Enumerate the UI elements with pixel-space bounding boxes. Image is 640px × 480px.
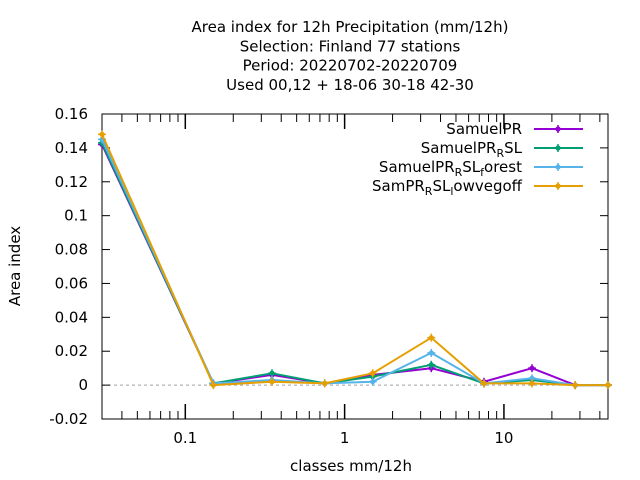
y-tick-label: 0.06 <box>55 274 88 292</box>
y-tick-label: 0.14 <box>55 139 88 157</box>
series-2 <box>98 135 612 390</box>
legend-label: SamuelPR <box>446 120 522 138</box>
data-point <box>320 379 329 388</box>
title-line: Area index for 12h Precipitation (mm/12h… <box>192 18 509 36</box>
y-axis: -0.02 0 0.02 0.04 0.06 0.08 0.1 0.12 0.14 0.16 <box>49 105 608 428</box>
x-tick-label: 10 <box>494 429 513 447</box>
x-axis-label: classes mm/12h <box>290 457 412 475</box>
y-tick-label: 0 <box>78 376 88 394</box>
legend-entry: SamuelPRRSLforest <box>379 158 583 179</box>
plot-frame <box>101 113 609 420</box>
data-point <box>480 379 489 388</box>
series-line <box>101 138 608 387</box>
legend: SamuelPRSamuelPRRSLSamuelPRRSLforestSamP… <box>372 120 583 198</box>
data-point <box>368 377 377 386</box>
data-point <box>98 130 106 139</box>
data-point <box>267 377 276 386</box>
data-point <box>571 381 580 390</box>
legend-marker <box>554 182 562 190</box>
y-axis-label: Area index <box>6 226 24 306</box>
y-tick-label: 0.04 <box>55 308 88 326</box>
y-tick-label: -0.02 <box>49 410 88 428</box>
title-line: Used 00,12 + 18-06 30-18 42-30 <box>226 76 474 94</box>
legend-marker <box>554 144 562 152</box>
series-line <box>101 133 608 387</box>
series-0 <box>98 140 612 390</box>
data-point <box>368 369 377 378</box>
title-line: Selection: Finland 77 stations <box>240 37 461 55</box>
y-tick-label: 0.1 <box>64 207 88 225</box>
data-point <box>209 381 218 390</box>
legend-marker <box>554 163 562 171</box>
data-point <box>267 369 276 378</box>
title-line: Period: 20220702-20220709 <box>243 57 458 75</box>
legend-entry: SamPRRSLlowvegoff <box>372 177 583 198</box>
series-1 <box>98 138 612 390</box>
data-point <box>427 333 436 342</box>
legend-entry: SamuelPRRSL <box>421 139 583 160</box>
series-line <box>101 144 608 387</box>
y-tick-label: 0.12 <box>55 173 88 191</box>
data-point <box>427 348 436 357</box>
legend-label: SamPRRSLlowvegoff <box>372 177 523 198</box>
x-tick-label: 0.1 <box>173 429 197 447</box>
data-point <box>527 364 536 373</box>
data-point <box>527 379 536 388</box>
y-tick-label: 0.02 <box>55 342 88 360</box>
legend-label: SamuelPRRSLforest <box>379 158 522 179</box>
data-point <box>427 360 436 369</box>
y-tick-label: 0.08 <box>55 241 88 259</box>
series-3 <box>98 130 612 390</box>
legend-label: SamuelPRRSL <box>421 139 523 160</box>
y-tick-label: 0.16 <box>55 105 88 123</box>
x-axis: 0.1 1 10 <box>121 114 601 447</box>
chart-title: Area index for 12h Precipitation (mm/12h… <box>192 18 509 94</box>
data-point <box>604 381 612 390</box>
legend-marker <box>554 125 562 133</box>
legend-entry: SamuelPR <box>446 120 583 138</box>
x-tick-label: 1 <box>340 429 350 447</box>
series-line <box>101 142 608 387</box>
series-lines <box>98 130 612 390</box>
